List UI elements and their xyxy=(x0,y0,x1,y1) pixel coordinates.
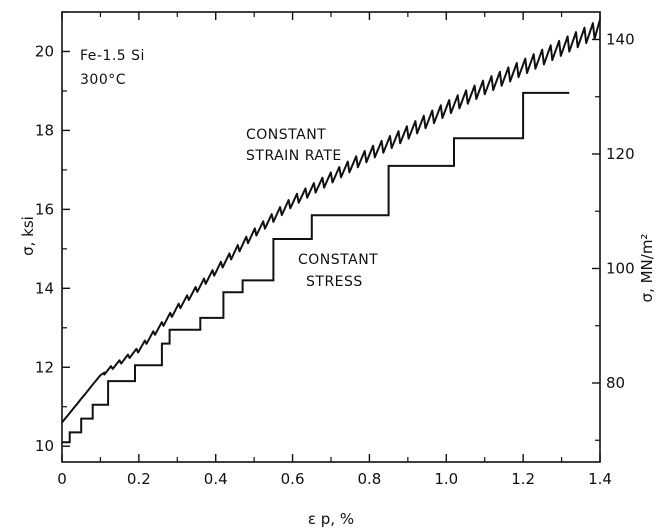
x-tick-label: 0.8 xyxy=(357,470,381,488)
x-tick-label: 0.4 xyxy=(204,470,228,488)
series-layer xyxy=(61,19,601,444)
label-constant-stress-1: CONSTANT xyxy=(298,252,378,268)
x-tick-label: 1.2 xyxy=(511,470,535,488)
y-tick-label: 18 xyxy=(35,121,54,139)
y-tick-label: 16 xyxy=(35,200,54,218)
ticks: 0 0.2 0.4 0.6 0.8 1.0 1.2 1.4 10 12 14 16 18 20 80 100 1… xyxy=(35,11,635,488)
y-axis-title: σ, ksi xyxy=(19,216,37,256)
plot-frame xyxy=(61,11,601,463)
annotation-material: Fe-1.5 Si xyxy=(80,48,145,64)
label-constant-strain-rate-1: CONSTANT xyxy=(246,127,326,143)
annotation-temperature: 300°C xyxy=(80,72,126,88)
series-constant-strain-rate xyxy=(61,19,601,424)
label-constant-stress-2: STRESS xyxy=(306,274,363,290)
y2-tick-label: 80 xyxy=(606,374,625,392)
x-tick-label: 1.0 xyxy=(434,470,458,488)
x-axis-title: ε p, % xyxy=(308,510,354,528)
x-tick-label: 0.2 xyxy=(127,470,151,488)
y2-axis-title: σ, MN/m² xyxy=(638,234,656,303)
y-tick-label: 12 xyxy=(35,358,54,376)
x-tick-label: 0.6 xyxy=(281,470,305,488)
y2-tick-label: 140 xyxy=(606,30,635,48)
y-tick-label: 20 xyxy=(35,42,54,60)
series-constant-stress xyxy=(62,91,570,444)
y-tick-label: 10 xyxy=(35,437,54,455)
x-tick-label: 0 xyxy=(57,470,67,488)
y2-tick-label: 100 xyxy=(606,259,635,277)
label-constant-strain-rate-2: STRAIN RATE xyxy=(246,148,342,164)
y-tick-label: 14 xyxy=(35,279,54,297)
y2-tick-label: 120 xyxy=(606,145,635,163)
x-tick-label: 1.4 xyxy=(588,470,612,488)
